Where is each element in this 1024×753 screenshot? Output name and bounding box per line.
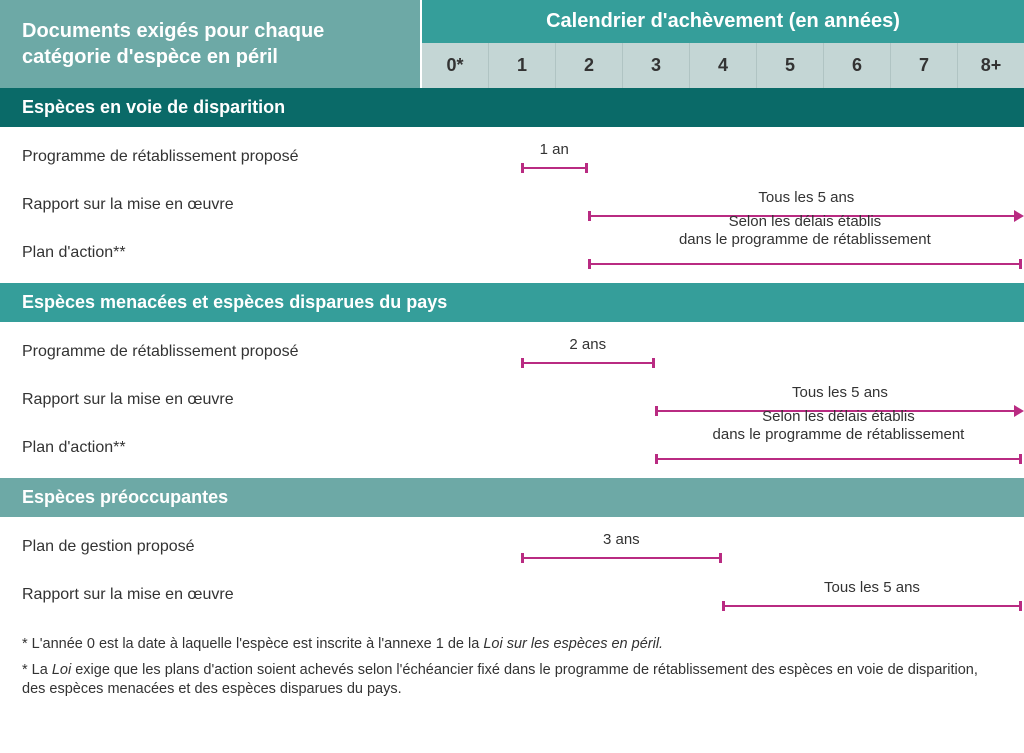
section-header: Espèces préoccupantes — [0, 478, 1024, 517]
arrow-head-icon — [1014, 405, 1024, 417]
bar-caption: Tous les 5 ans — [591, 189, 1022, 206]
row-chart-area: Selon les délais établisdans le programm… — [420, 424, 1024, 472]
timeline-bar: Tous les 5 ans — [588, 211, 1022, 221]
data-row: Rapport sur la mise en œuvre Tous les 5 a… — [0, 181, 1024, 229]
timeline-bar: Selon les délais établisdans le programm… — [655, 454, 1022, 464]
timeline-bar: 3 ans — [521, 553, 722, 563]
footnote: * L'année 0 est la date à laquelle l'esp… — [22, 635, 1002, 655]
row-label: Programme de rétablissement proposé — [0, 138, 420, 176]
row-label: Plan d'action** — [0, 234, 420, 272]
year-cell: 3 — [623, 43, 690, 88]
bar-caption: Tous les 5 ans — [658, 384, 1022, 401]
data-row: Plan de gestion proposé 3 ans — [0, 523, 1024, 571]
row-label: Programme de rétablissement proposé — [0, 333, 420, 371]
data-row: Programme de rétablissement proposé 1 an — [0, 133, 1024, 181]
year-cell: 7 — [891, 43, 958, 88]
timeline-bar: Tous les 5 ans — [655, 406, 1022, 416]
timeline-bar: Tous les 5 ans — [722, 601, 1022, 611]
header-years-row: 0*12345678+ — [420, 43, 1024, 88]
year-cell: 5 — [757, 43, 824, 88]
row-chart-area: Tous les 5 ans — [420, 181, 1024, 229]
bar-caption: 2 ans — [524, 336, 652, 353]
header-row: Documents exigés pour chaque catégorie d… — [0, 0, 1024, 88]
section-header: Espèces menacées et espèces disparues du… — [0, 283, 1024, 322]
bar-caption: 1 an — [524, 141, 585, 158]
row-chart-area: 2 ans — [420, 328, 1024, 376]
section-header: Espèces en voie de disparition — [0, 88, 1024, 127]
year-cell: 4 — [690, 43, 757, 88]
timeline-bar: Selon les délais établisdans le programm… — [588, 259, 1022, 269]
header-right: Calendrier d'achèvement (en années) 0*12… — [420, 0, 1024, 88]
footnote: * La Loi exige que les plans d'action so… — [22, 661, 1002, 700]
year-cell: 2 — [556, 43, 623, 88]
year-cell: 0* — [422, 43, 489, 88]
row-chart-area: Tous les 5 ans — [420, 571, 1024, 619]
sections-container: Espèces en voie de disparition Programme … — [0, 88, 1024, 625]
year-cell: 6 — [824, 43, 891, 88]
header-right-title: Calendrier d'achèvement (en années) — [420, 0, 1024, 43]
row-label: Plan de gestion proposé — [0, 528, 420, 566]
row-chart-area: 3 ans — [420, 523, 1024, 571]
header-left-title: Documents exigés pour chaque catégorie d… — [0, 0, 420, 88]
row-chart-area: Selon les délais établisdans le programm… — [420, 229, 1024, 277]
row-label: Rapport sur la mise en œuvre — [0, 186, 420, 224]
bar-caption: 3 ans — [524, 531, 719, 548]
row-label: Plan d'action** — [0, 429, 420, 467]
data-row: Rapport sur la mise en œuvre Tous les 5 a… — [0, 376, 1024, 424]
row-label: Rapport sur la mise en œuvre — [0, 381, 420, 419]
footnotes: * L'année 0 est la date à laquelle l'esp… — [0, 625, 1024, 716]
row-label: Rapport sur la mise en œuvre — [0, 576, 420, 614]
bar-caption: Tous les 5 ans — [725, 579, 1019, 596]
row-chart-area: Tous les 5 ans — [420, 376, 1024, 424]
year-cell: 8+ — [958, 43, 1024, 88]
data-row: Programme de rétablissement proposé 2 ans — [0, 328, 1024, 376]
timeline-bar: 2 ans — [521, 358, 655, 368]
row-chart-area: 1 an — [420, 133, 1024, 181]
data-row: Rapport sur la mise en œuvre Tous les 5 a… — [0, 571, 1024, 619]
data-row: Plan d'action** Selon les délais établisd… — [0, 424, 1024, 472]
data-row: Plan d'action** Selon les délais établisd… — [0, 229, 1024, 277]
timeline-bar: 1 an — [521, 163, 588, 173]
year-cell: 1 — [489, 43, 556, 88]
arrow-head-icon — [1014, 210, 1024, 222]
